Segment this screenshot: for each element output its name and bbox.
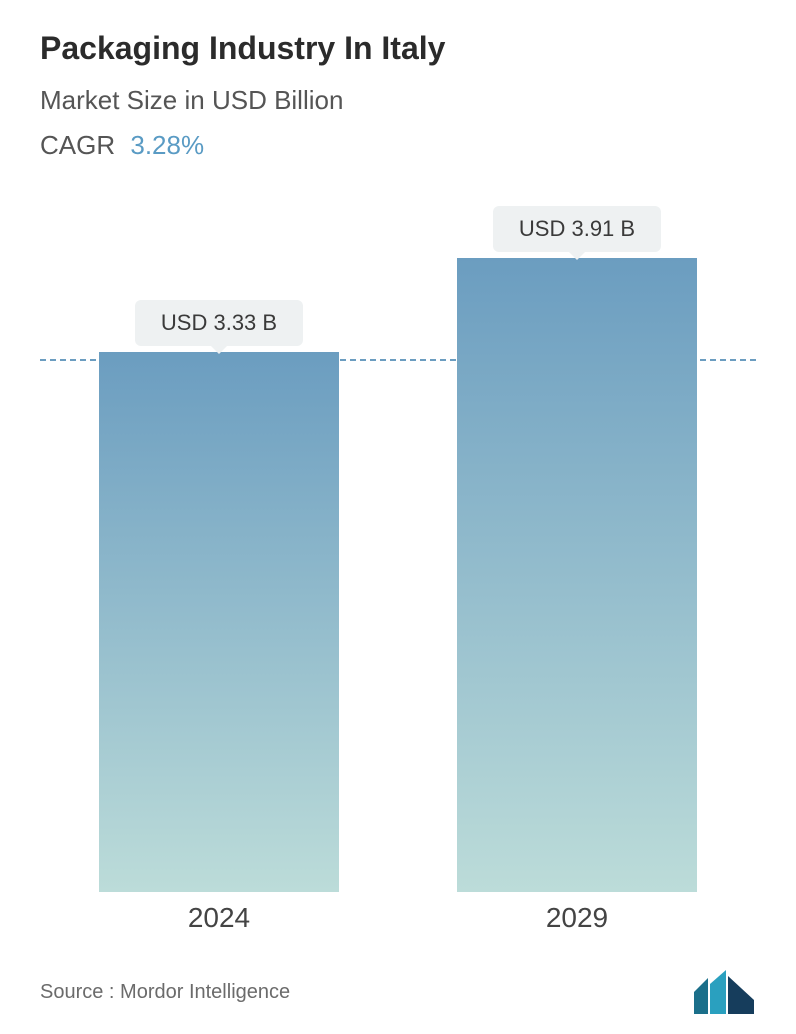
x-axis-labels: 2024 2029: [40, 892, 756, 952]
bar-0: [99, 352, 339, 892]
value-badge-0: USD 3.33 B: [135, 300, 303, 346]
chart-title: Packaging Industry In Italy: [40, 30, 756, 67]
cagr-line: CAGR 3.28%: [40, 130, 756, 161]
cagr-value: 3.28%: [130, 130, 204, 160]
chart-container: Packaging Industry In Italy Market Size …: [0, 0, 796, 1034]
chart-subtitle: Market Size in USD Billion: [40, 85, 756, 116]
cagr-label: CAGR: [40, 130, 115, 160]
x-label-1: 2029: [437, 892, 717, 934]
x-label-0: 2024: [79, 892, 359, 934]
value-badge-1: USD 3.91 B: [493, 206, 661, 252]
footer: Source : Mordor Intelligence: [40, 962, 756, 1014]
source-text: Source : Mordor Intelligence: [40, 981, 290, 1004]
chart-area: USD 3.33 B USD 3.91 B 2024 2029: [40, 201, 756, 952]
bar-group-0: USD 3.33 B: [79, 300, 359, 892]
mordor-logo-icon: [692, 970, 756, 1014]
bar-1: [457, 258, 697, 892]
bars-wrap: USD 3.33 B USD 3.91 B: [40, 201, 756, 892]
bar-group-1: USD 3.91 B: [437, 206, 717, 892]
